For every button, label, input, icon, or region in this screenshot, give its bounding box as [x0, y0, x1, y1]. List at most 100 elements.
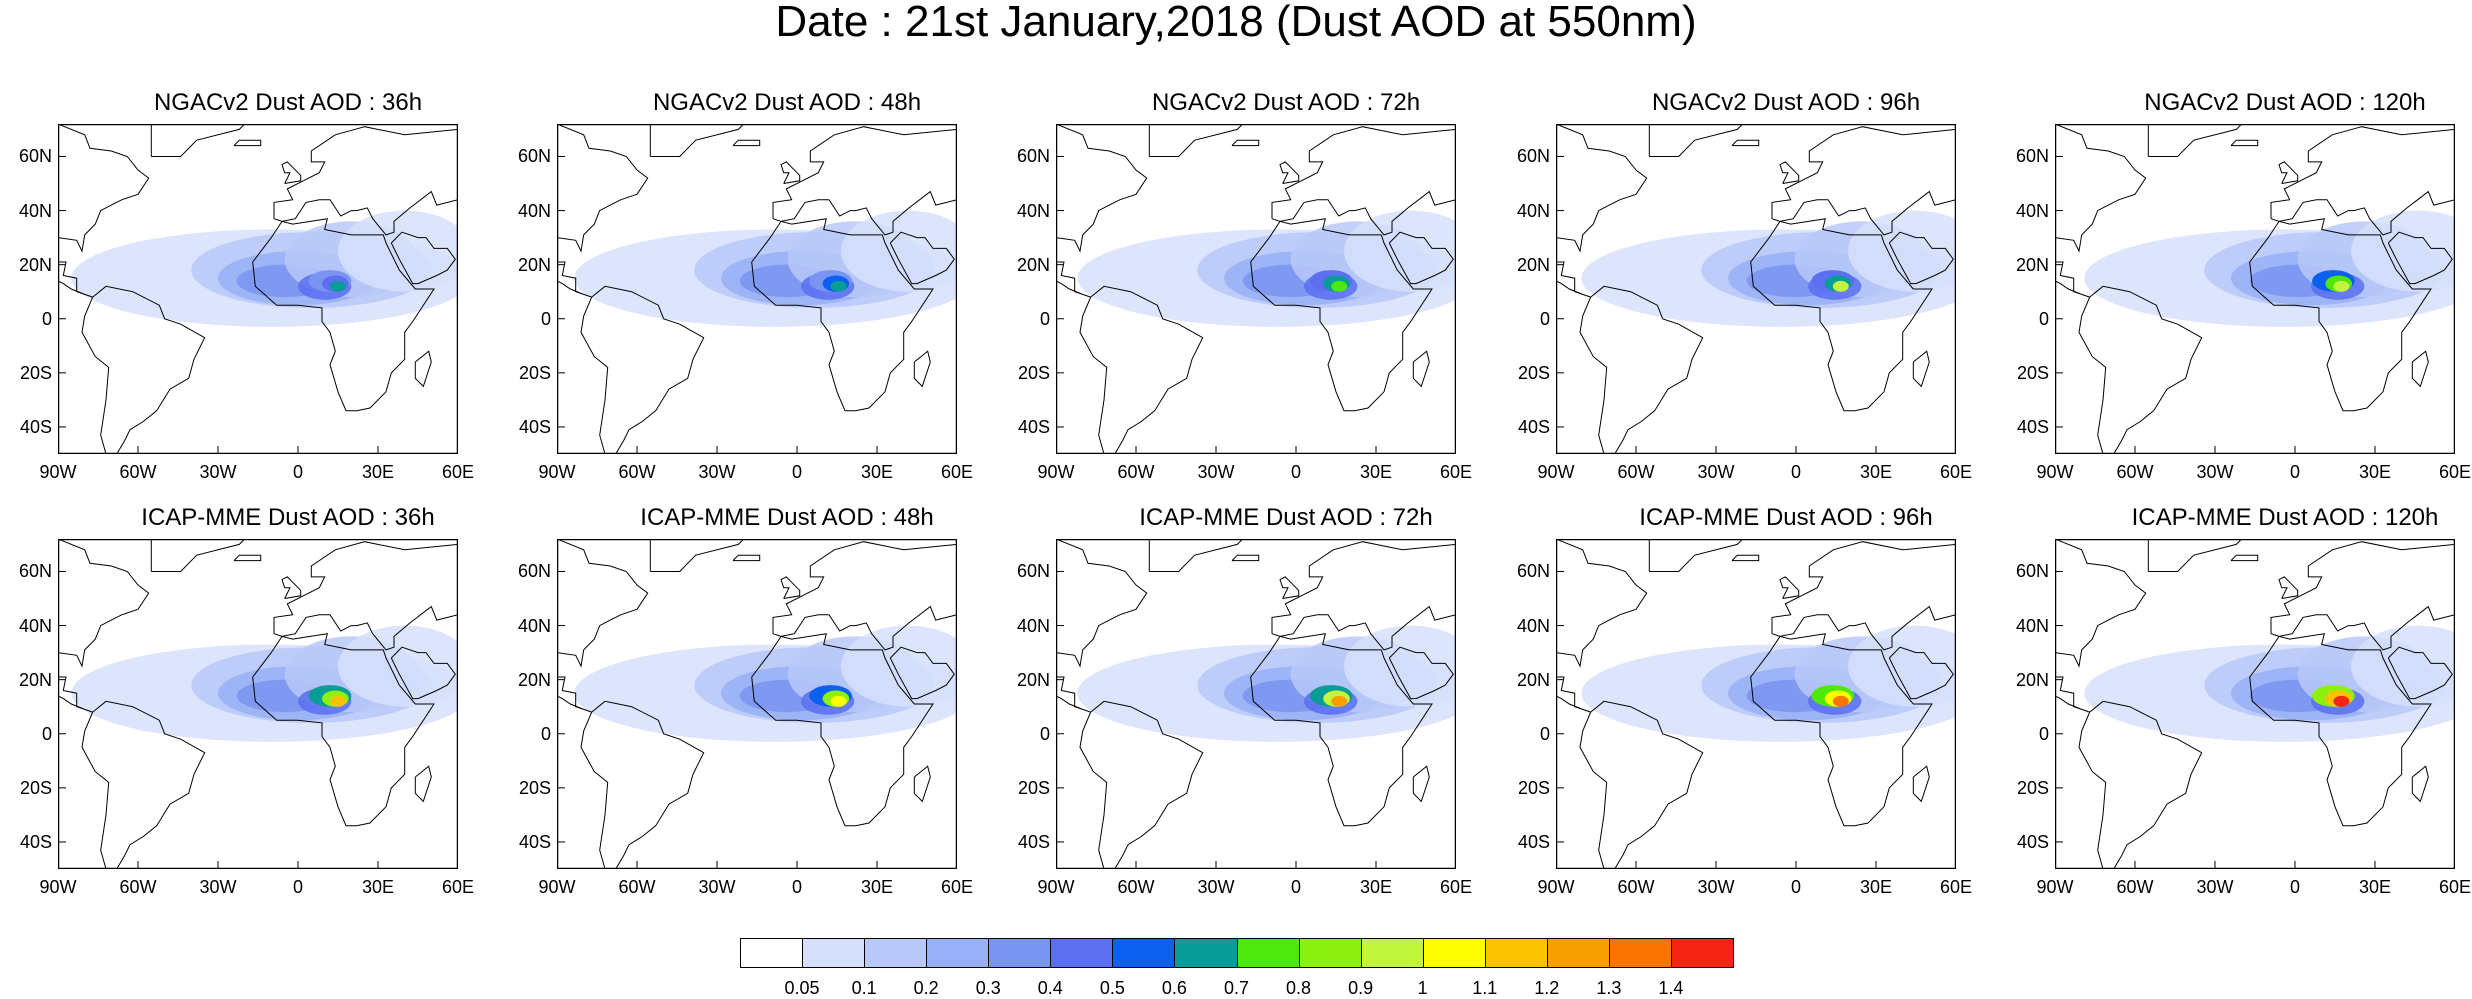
lat-label: 20S	[518, 362, 551, 383]
colorbar-label: 0.1	[851, 978, 877, 998]
coastline	[2411, 350, 2429, 388]
lat-label: 40N	[517, 200, 551, 221]
coastline	[580, 700, 705, 869]
lon-label: 60W	[2116, 877, 2154, 897]
dust-hotspot	[330, 280, 346, 292]
coastline	[649, 124, 745, 157]
map-border	[1556, 124, 1956, 454]
coastline	[1556, 539, 1648, 668]
map-border	[1556, 539, 1956, 869]
coastline	[2055, 676, 2090, 713]
lat-label: 20S	[1517, 777, 1550, 798]
coastline	[2270, 541, 2455, 651]
lat-label: 0	[540, 308, 551, 329]
coastline	[732, 139, 761, 147]
lat-label: 20N	[1516, 254, 1550, 275]
coastline	[1912, 765, 1930, 803]
colorbar-swatch	[1112, 938, 1176, 968]
coastline	[1412, 765, 1430, 803]
lon-label: 30W	[2196, 462, 2234, 482]
lon-label: 90W	[1037, 877, 1075, 897]
coastline	[1148, 539, 1244, 572]
lat-label: 40N	[2015, 615, 2049, 636]
coastline	[1250, 633, 1433, 827]
lat-label: 20N	[1016, 669, 1050, 690]
coastline	[414, 765, 432, 803]
coastline	[2278, 576, 2299, 599]
coastline	[2055, 261, 2090, 298]
lat-label: 20S	[19, 777, 52, 798]
lat-label: 40N	[2015, 200, 2049, 221]
dust-plume	[841, 625, 957, 707]
lat-label: 20N	[517, 669, 551, 690]
colorbar-swatch	[1298, 938, 1362, 968]
dust-hotspot	[1832, 695, 1849, 707]
panel-title: NGACv2 Dust AOD : 72h	[1151, 89, 1421, 116]
colorbar-swatch	[1608, 938, 1672, 968]
lon-label: 60W	[119, 877, 157, 897]
lat-label: 20N	[18, 254, 52, 275]
coastline	[2055, 124, 2147, 253]
colorbar-label: 1.4	[1658, 978, 1684, 998]
dust-plume	[338, 625, 458, 707]
panel-title: ICAP-MME Dust AOD : 72h	[1139, 504, 1433, 531]
lon-label: 30W	[199, 877, 237, 897]
lon-label: 60E	[940, 462, 974, 482]
coastline	[2411, 765, 2429, 803]
coastline	[2278, 161, 2299, 184]
lat-label: 20N	[2015, 669, 2049, 690]
coastline	[889, 231, 955, 285]
dust-plume	[1848, 210, 1956, 292]
lon-label: 0	[791, 462, 802, 482]
lon-label: 60E	[1439, 877, 1473, 897]
coastline	[81, 285, 206, 454]
coastline	[889, 646, 955, 700]
lon-label: 0	[1790, 877, 1801, 897]
coastline	[1750, 218, 1933, 412]
colorbar-label: 0.8	[1286, 978, 1312, 998]
lon-label: 60W	[119, 462, 157, 482]
lon-label: 90W	[2036, 877, 2074, 897]
coastline	[273, 541, 458, 651]
colorbar-swatch	[1670, 938, 1734, 968]
panel-title: ICAP-MME Dust AOD : 96h	[1639, 504, 1933, 531]
lon-label: 60W	[1117, 877, 1155, 897]
colorbar-label: 1.3	[1596, 978, 1622, 998]
map-panel: NGACv2 Dust AOD : 48h 60N 40N 20N 0 20S 40S 90W…	[518, 90, 1017, 510]
map-border	[58, 539, 458, 869]
lon-label: 30W	[1197, 462, 1235, 482]
lat-label: 40S	[19, 416, 52, 437]
coastline	[1556, 676, 1591, 713]
coastline	[150, 539, 246, 572]
lat-label: 60N	[2015, 561, 2049, 582]
lat-label: 0	[1039, 723, 1050, 744]
lon-label: 60W	[1617, 462, 1655, 482]
colorbar-swatch	[1236, 938, 1300, 968]
panel-title: NGACv2 Dust AOD : 36h	[153, 89, 423, 116]
map-border	[2055, 124, 2455, 454]
lat-label: 20N	[18, 669, 52, 690]
lon-label: 60W	[618, 462, 656, 482]
dust-map	[557, 539, 957, 869]
coastline	[2387, 646, 2453, 700]
map-panel: NGACv2 Dust AOD : 36h 60N 40N 20N 0 20S 40S 90W…	[19, 89, 518, 510]
dust-map	[557, 124, 957, 454]
map-panel: NGACv2 Dust AOD : 120h 60N 40N 20N 0 20S 40S 90…	[2016, 90, 2472, 510]
dust-hotspot	[2333, 695, 2350, 707]
coastline	[2230, 554, 2259, 562]
lon-label: 60W	[1617, 877, 1655, 897]
map-border	[1056, 124, 1456, 454]
lat-label: 20N	[2015, 254, 2049, 275]
dust-hotspot	[1331, 695, 1348, 707]
colorbar-swatch	[1422, 938, 1486, 968]
coastline	[2249, 633, 2432, 827]
colorbar-swatch	[864, 938, 928, 968]
colorbar-swatch	[1546, 938, 1610, 968]
coastline	[1912, 350, 1930, 388]
lon-label: 0	[2289, 462, 2300, 482]
colorbar-swatch	[926, 938, 990, 968]
coastline	[1648, 124, 1744, 157]
coastline	[751, 633, 934, 827]
map-panel: ICAP-MME Dust AOD : 96h 60N 40N 20N 0 20S 40S 9…	[1517, 504, 2016, 925]
page-title: Date : 21st January,2018 (Dust AOD at 55…	[775, 0, 1697, 46]
